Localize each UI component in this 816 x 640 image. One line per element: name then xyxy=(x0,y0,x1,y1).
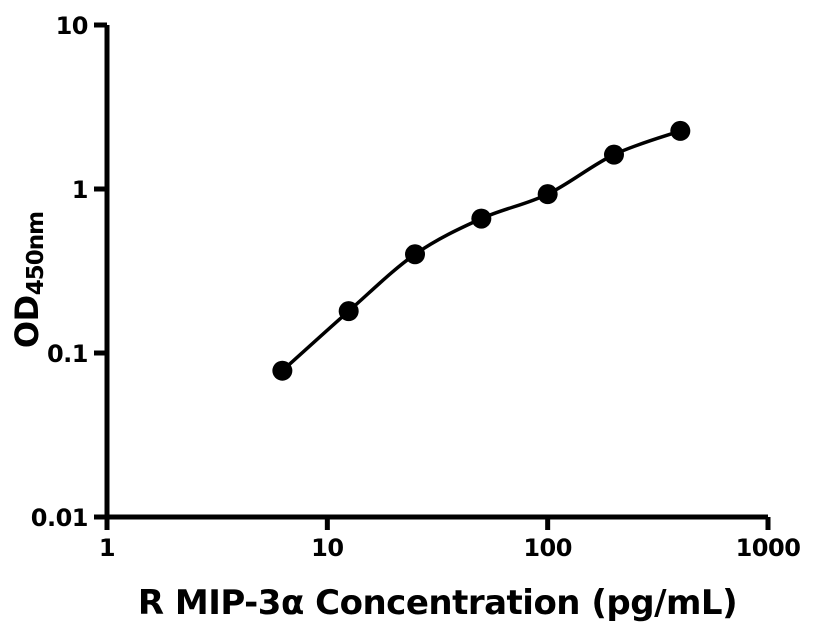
x-axis-title: R MIP-3α Concentration (pg/mL) xyxy=(137,583,738,623)
y-axis-label-main: OD xyxy=(8,295,46,349)
y-axis-label: OD450nm xyxy=(7,180,49,380)
fit-curve xyxy=(280,129,683,373)
y-tick-label: 0.1 xyxy=(47,340,88,368)
axis-spines xyxy=(104,25,768,520)
data-point xyxy=(537,184,558,205)
y-tick-label: 10 xyxy=(56,12,88,40)
y-axis-label-subscript: 450nm xyxy=(23,211,49,296)
data-point xyxy=(471,208,492,229)
y-tick-label: 1 xyxy=(72,176,88,204)
data-point xyxy=(405,244,426,265)
x-tick-label: 100 xyxy=(523,534,572,562)
x-tick-label: 10 xyxy=(311,534,343,562)
x-tick-label: 1 xyxy=(99,534,115,562)
data-point xyxy=(670,120,691,141)
data-point xyxy=(338,301,359,322)
data-point xyxy=(603,144,624,165)
y-tick-label: 0.01 xyxy=(31,504,88,532)
data-point xyxy=(272,360,293,381)
x-tick-label: 1000 xyxy=(736,534,801,562)
